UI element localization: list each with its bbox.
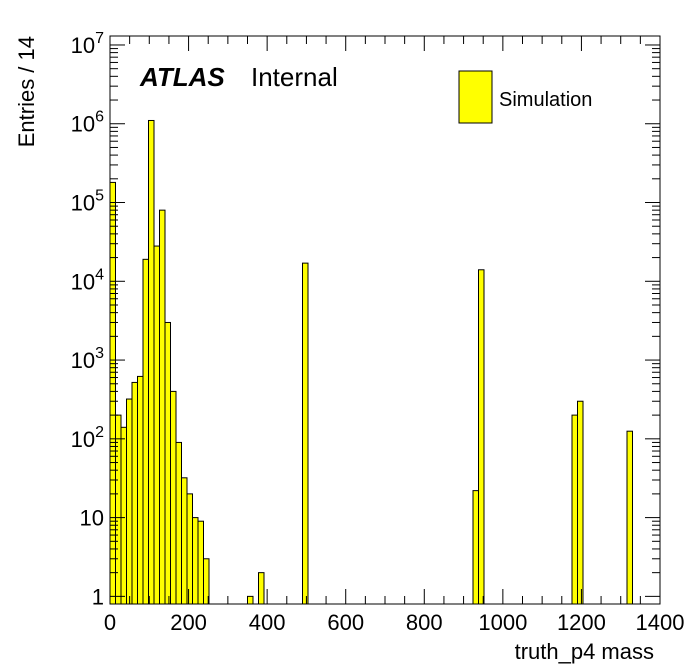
x-tick-label: 800 <box>406 610 443 635</box>
histogram-bar <box>153 245 160 605</box>
histogram-bar <box>109 181 116 605</box>
histogram-bar <box>170 390 177 605</box>
y-axis-title: Entries / 14 <box>14 36 39 147</box>
histogram-bar <box>131 381 138 605</box>
x-tick-label: 400 <box>249 610 286 635</box>
legend-swatch <box>458 70 493 124</box>
y-tick-label: 105 <box>71 188 104 216</box>
ticks-layer <box>109 36 661 604</box>
x-tick-label: 1000 <box>478 610 527 635</box>
histogram-bar <box>175 441 182 605</box>
x-tick-label: 200 <box>170 610 207 635</box>
y-tick-label: 1 <box>92 584 104 609</box>
histogram-bar <box>626 430 633 605</box>
atlas-label: ATLAS <box>139 62 225 92</box>
histogram-bar <box>302 262 309 605</box>
histogram-bar <box>258 572 265 605</box>
y-tick-label: 103 <box>71 345 104 373</box>
histogram-bar <box>164 321 171 605</box>
x-tick-label: 600 <box>327 610 364 635</box>
x-tick-label: 1200 <box>557 610 606 635</box>
internal-label: Internal <box>251 62 338 92</box>
histogram-bar <box>571 414 578 605</box>
plot-background <box>110 36 660 604</box>
labels-layer: 0 200 400 600 800 1000 1200 1400 1 10 102 103 104 105… <box>71 30 685 635</box>
histogram-bar <box>197 520 204 605</box>
y-tick-label: 104 <box>71 266 104 294</box>
histogram-bar <box>181 477 188 605</box>
x-axis-title: truth_p4 mass <box>515 639 654 664</box>
histogram-bar <box>115 414 122 605</box>
plot-frame <box>109 35 661 605</box>
legend-label-simulation: Simulation <box>499 89 592 111</box>
histogram-bar <box>472 490 479 605</box>
histogram-bar <box>577 400 584 605</box>
histogram-bar <box>478 269 485 605</box>
histogram-bar <box>192 517 199 605</box>
y-tick-label: 10 <box>80 506 104 531</box>
x-tick-label: 1400 <box>636 610 685 635</box>
y-tick-label: 106 <box>71 109 104 137</box>
histogram-bar <box>186 493 193 605</box>
y-tick-label: 102 <box>71 424 104 452</box>
histogram-bar <box>126 398 133 605</box>
histogram-bar <box>137 375 144 605</box>
histogram-bar <box>120 426 127 605</box>
histogram-bar <box>159 209 166 605</box>
y-tick-label: 107 <box>71 30 104 58</box>
x-tick-label: 0 <box>104 610 116 635</box>
histogram-bar <box>148 119 155 605</box>
histogram-bar <box>247 595 254 605</box>
histogram-bar <box>142 258 149 605</box>
